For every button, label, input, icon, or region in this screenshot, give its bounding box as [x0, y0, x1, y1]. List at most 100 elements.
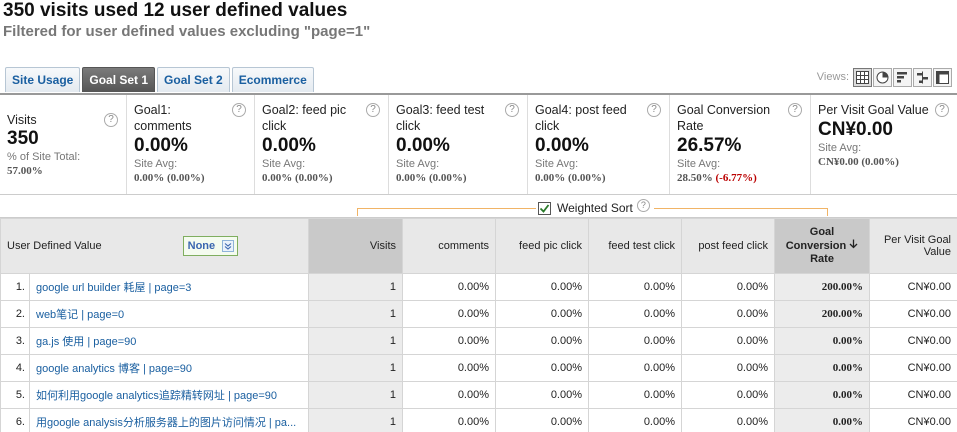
summary-per-visit-avg: CN¥0.00 (0.00%) [818, 156, 899, 168]
col-header-conversion-l3: Rate [810, 253, 834, 265]
report-tabs: Site Usage Goal Set 1 Goal Set 2 Ecommer… [5, 67, 316, 92]
row-value-link[interactable]: google analytics 博客 | page=90 [28, 354, 310, 382]
comparison-view-icon[interactable] [913, 67, 932, 87]
row-per-visit: CN¥0.00 [869, 300, 957, 328]
row-comments: 0.00% [402, 408, 497, 432]
weighted-sort-checkbox[interactable] [538, 201, 551, 215]
row-comments: 0.00% [402, 327, 497, 355]
row-conversion: 200.00% [774, 300, 871, 328]
summary-conversion-value: 26.57% [677, 135, 742, 156]
tab-goal-set-1[interactable]: Goal Set 1 [82, 67, 156, 92]
row-conversion: 0.00% [774, 327, 871, 355]
row-rank: 1. [0, 273, 30, 301]
sort-arrow-down-icon [849, 239, 858, 249]
row-post-feed: 0.00% [681, 408, 776, 432]
row-visits: 1 [308, 354, 404, 382]
table-row: 5. 如何利用google analytics追踪精转网址 | page=90 … [0, 381, 957, 409]
summary-visits-value: 350 [7, 128, 39, 149]
summary-conversion: Goal Conversion Rate 26.57% Site Avg: 28… [670, 95, 811, 194]
row-value-link[interactable]: ga.js 使用 | page=90 [28, 327, 310, 355]
row-feed-pic: 0.00% [495, 408, 590, 432]
segment-select[interactable]: None [182, 236, 239, 256]
summary-conversion-delta: (-6.77%) [715, 172, 757, 184]
row-feed-pic: 0.00% [495, 327, 590, 355]
summary-goal3-value: 0.00% [396, 135, 450, 156]
summary-goal3: Goal3: feed test click 0.00% Site Avg: 0… [389, 95, 528, 194]
summary-goal3-avg-label: Site Avg: [396, 158, 440, 170]
help-icon[interactable]: ? [366, 103, 380, 117]
weighted-sort-row: Weighted Sort ? [0, 195, 957, 218]
help-icon[interactable]: ? [788, 103, 802, 117]
help-icon[interactable]: ? [647, 103, 661, 117]
row-feed-pic: 0.00% [495, 381, 590, 409]
row-rank: 3. [0, 327, 30, 355]
summary-goal2-title: Goal2: feed pic click [262, 103, 347, 133]
summary-goal4-title: Goal4: post feed click [535, 103, 627, 133]
row-rank: 5. [0, 381, 30, 409]
summary-visits: Visits 350 % of Site Total: 57.00% ? [0, 95, 127, 194]
col-header-udv[interactable]: User Defined Value None [0, 218, 310, 274]
help-icon[interactable]: ? [104, 113, 118, 127]
weighted-sort-label: Weighted Sort [557, 201, 633, 215]
summary-conversion-avg: 28.50% [677, 172, 713, 184]
row-rank: 6. [0, 408, 30, 432]
bar-view-icon[interactable] [893, 67, 912, 87]
summary-per-visit-title: Per Visit Goal Value [818, 103, 929, 117]
views-label: Views: [816, 71, 849, 83]
page-subtitle: Filtered for user defined values excludi… [3, 23, 371, 40]
summary-goal1-avg-label: Site Avg: [134, 158, 178, 170]
table-row: 2. web笔记 | page=0 1 0.00% 0.00% 0.00% 0.… [0, 300, 957, 328]
row-per-visit: CN¥0.00 [869, 381, 957, 409]
tab-site-usage[interactable]: Site Usage [5, 67, 81, 92]
col-header-feed-test[interactable]: feed test click [588, 218, 683, 274]
col-header-per-visit[interactable]: Per Visit Goal Value [869, 218, 957, 274]
row-comments: 0.00% [402, 300, 497, 328]
summary-goal3-avg: 0.00% (0.00%) [396, 172, 467, 184]
pivot-view-icon[interactable] [933, 67, 952, 87]
summary-visits-pct: 57.00% [7, 165, 43, 177]
summary-goal3-title: Goal3: feed test click [396, 103, 485, 133]
data-table: User Defined Value None Visits comments … [0, 218, 957, 432]
row-post-feed: 0.00% [681, 273, 776, 301]
row-rank: 2. [0, 300, 30, 328]
summary-conversion-avg-label: Site Avg: [677, 158, 721, 170]
row-post-feed: 0.00% [681, 381, 776, 409]
row-value-link[interactable]: web笔记 | page=0 [28, 300, 310, 328]
summary-goal1-avg: 0.00% (0.00%) [134, 172, 205, 184]
row-visits: 1 [308, 381, 404, 409]
table-row: 4. google analytics 博客 | page=90 1 0.00%… [0, 354, 957, 382]
tab-goal-set-2[interactable]: Goal Set 2 [157, 67, 230, 92]
summary-goal4-value: 0.00% [535, 135, 589, 156]
col-header-post-feed[interactable]: post feed click [681, 218, 776, 274]
help-icon[interactable]: ? [232, 103, 246, 117]
summary-goal2: Goal2: feed pic click 0.00% Site Avg: 0.… [255, 95, 389, 194]
help-icon[interactable]: ? [935, 103, 949, 117]
row-post-feed: 0.00% [681, 300, 776, 328]
summary-goal4-avg-label: Site Avg: [535, 158, 579, 170]
row-value-link[interactable]: google url builder 耗屋 | page=3 [28, 273, 310, 301]
row-feed-test: 0.00% [588, 354, 683, 382]
col-header-visits[interactable]: Visits [308, 218, 404, 274]
col-header-feed-pic[interactable]: feed pic click [495, 218, 590, 274]
views-switcher: Views: [817, 67, 952, 87]
row-value-link[interactable]: 用google analysis分析服务器上的图片访问情况 | pa... [28, 408, 310, 432]
summary-goal1: Goal1: comments 0.00% Site Avg: 0.00% (0… [127, 95, 255, 194]
summary-goal1-title: Goal1: comments [134, 103, 192, 133]
help-icon[interactable]: ? [636, 198, 650, 212]
tab-ecommerce[interactable]: Ecommerce [231, 67, 314, 92]
row-rank: 4. [0, 354, 30, 382]
row-value-link[interactable]: 如何利用google analytics追踪精转网址 | page=90 [28, 381, 310, 409]
col-header-udv-label: User Defined Value [7, 239, 102, 252]
row-visits: 1 [308, 327, 404, 355]
summary-per-visit: Per Visit Goal Value CN¥0.00 Site Avg: C… [811, 95, 957, 194]
pie-view-icon[interactable] [873, 67, 892, 87]
help-icon[interactable]: ? [505, 103, 519, 117]
row-feed-test: 0.00% [588, 381, 683, 409]
table-view-icon[interactable] [853, 67, 872, 87]
col-header-conversion[interactable]: Goal Conversion Rate [774, 218, 871, 274]
row-post-feed: 0.00% [681, 327, 776, 355]
summary-conversion-avg-line: 28.50% (-6.77%) [677, 171, 810, 185]
col-header-comments[interactable]: comments [402, 218, 497, 274]
col-header-conversion-l1: Goal [809, 226, 835, 238]
row-feed-pic: 0.00% [495, 300, 590, 328]
